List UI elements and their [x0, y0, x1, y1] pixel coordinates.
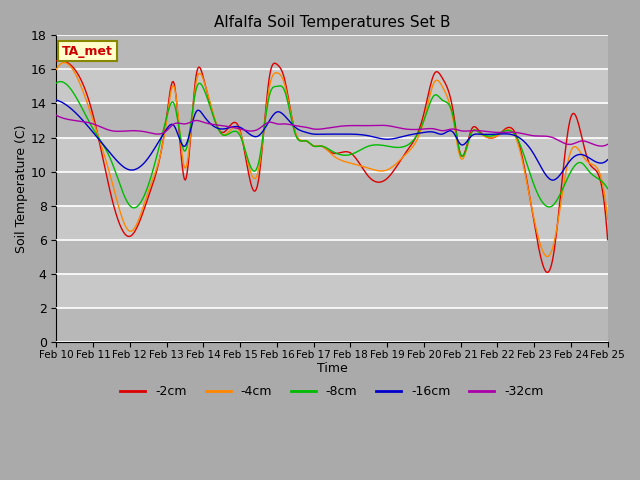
Y-axis label: Soil Temperature (C): Soil Temperature (C) [15, 124, 28, 253]
Text: TA_met: TA_met [62, 45, 113, 58]
Bar [56, 36, 607, 70]
Title: Alfalfa Soil Temperatures Set B: Alfalfa Soil Temperatures Set B [214, 15, 451, 30]
X-axis label: Time: Time [317, 362, 348, 375]
Bar [56, 70, 607, 104]
Bar [56, 308, 607, 342]
Legend: -2cm, -4cm, -8cm, -16cm, -32cm: -2cm, -4cm, -8cm, -16cm, -32cm [115, 380, 548, 403]
Bar [56, 274, 607, 308]
Bar [56, 104, 607, 138]
Bar [56, 240, 607, 274]
Bar [56, 138, 607, 172]
Bar [56, 172, 607, 205]
Bar [56, 205, 607, 240]
